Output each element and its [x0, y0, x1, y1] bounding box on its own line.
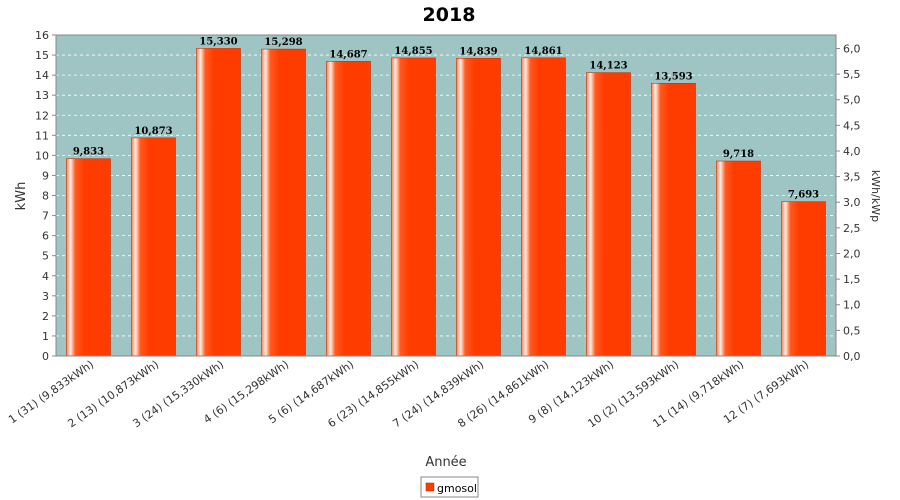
data-label: 15,330: [199, 36, 237, 47]
y-tick-label: 13: [35, 89, 49, 102]
y2-axis-ticks: 0,0 0,5 1,0 1,5 2,0 2,5 3,0 3,5 4,0 4,5 5,0 5,5 6,0: [836, 42, 861, 363]
legend: gmosol: [420, 476, 479, 498]
y2-tick-label: 2,0: [843, 247, 861, 260]
y-tick-label: 2: [42, 310, 49, 323]
data-labels: 9,833 10,873 15,330 15,298 14,687 14,855 14,83…: [73, 36, 819, 200]
bar: [521, 57, 566, 357]
data-label: 14,687: [329, 49, 367, 60]
x-axis-label: Année: [425, 455, 466, 470]
y-tick-label: 16: [35, 29, 49, 42]
y2-tick-label: 1,5: [843, 273, 861, 286]
y2-tick-label: 4,5: [843, 119, 861, 132]
bars: [66, 48, 826, 357]
data-label: 14,855: [394, 46, 432, 57]
bar: [131, 137, 176, 357]
data-label: 10,873: [134, 126, 172, 137]
chart-title: 2018: [423, 4, 476, 26]
bar: [326, 61, 371, 357]
y-tick-label: 7: [42, 210, 49, 223]
legend-swatch: [425, 482, 435, 492]
y-tick-label: 11: [35, 129, 49, 142]
y-tick-label: 12: [35, 109, 49, 122]
y-tick-label: 10: [35, 149, 49, 162]
y-tick-label: 8: [42, 190, 49, 203]
bar: [586, 72, 631, 357]
y2-tick-label: 3,0: [843, 196, 861, 209]
data-label: 14,861: [524, 46, 562, 57]
y2-tick-label: 6,0: [843, 42, 861, 55]
data-label: 14,839: [459, 46, 497, 57]
y-tick-label: 1: [42, 330, 49, 343]
legend-box: [420, 476, 479, 498]
y2-tick-label: 3,5: [843, 171, 861, 184]
data-label: 7,693: [788, 190, 819, 201]
y2-tick-label: 2,5: [843, 222, 861, 235]
y-tick-label: 4: [42, 270, 49, 283]
bar: [716, 160, 761, 357]
bar: [456, 57, 501, 357]
legend-label: gmosol: [437, 482, 477, 495]
bar: [196, 48, 241, 357]
y2-tick-label: 0,5: [843, 324, 861, 337]
y-tick-label: 5: [42, 250, 49, 263]
data-label: 13,593: [654, 71, 692, 82]
y2-tick-label: 5,5: [843, 68, 861, 81]
data-label: 15,298: [264, 37, 302, 48]
bar: [66, 158, 111, 357]
y2-tick-label: 5,0: [843, 94, 861, 107]
data-label: 9,718: [723, 149, 754, 160]
y2-tick-label: 4,0: [843, 145, 861, 158]
y-tick-label: 3: [42, 290, 49, 303]
y-tick-label: 0: [42, 350, 49, 363]
bar: [391, 57, 436, 357]
y2-tick-label: 1,0: [843, 299, 861, 312]
bar: [781, 201, 826, 357]
y-tick-label: 6: [42, 230, 49, 243]
data-label: 14,123: [589, 61, 627, 72]
y-tick-label: 15: [35, 49, 49, 62]
bar: [261, 48, 306, 357]
data-label: 9,833: [73, 147, 104, 158]
x-axis-ticks: 1 (31) (9,833kWh)2 (13) (10,873kWh)3 (24…: [6, 358, 811, 431]
y2-tick-label: 0,0: [843, 350, 861, 363]
y-tick-label: 14: [35, 69, 49, 82]
bar: [651, 82, 696, 357]
y2-axis-label: kWh/kWp: [869, 170, 882, 222]
grid-lines: [56, 54, 836, 337]
y-axis-label: kWh: [14, 182, 29, 211]
y-tick-label: 9: [42, 169, 49, 182]
